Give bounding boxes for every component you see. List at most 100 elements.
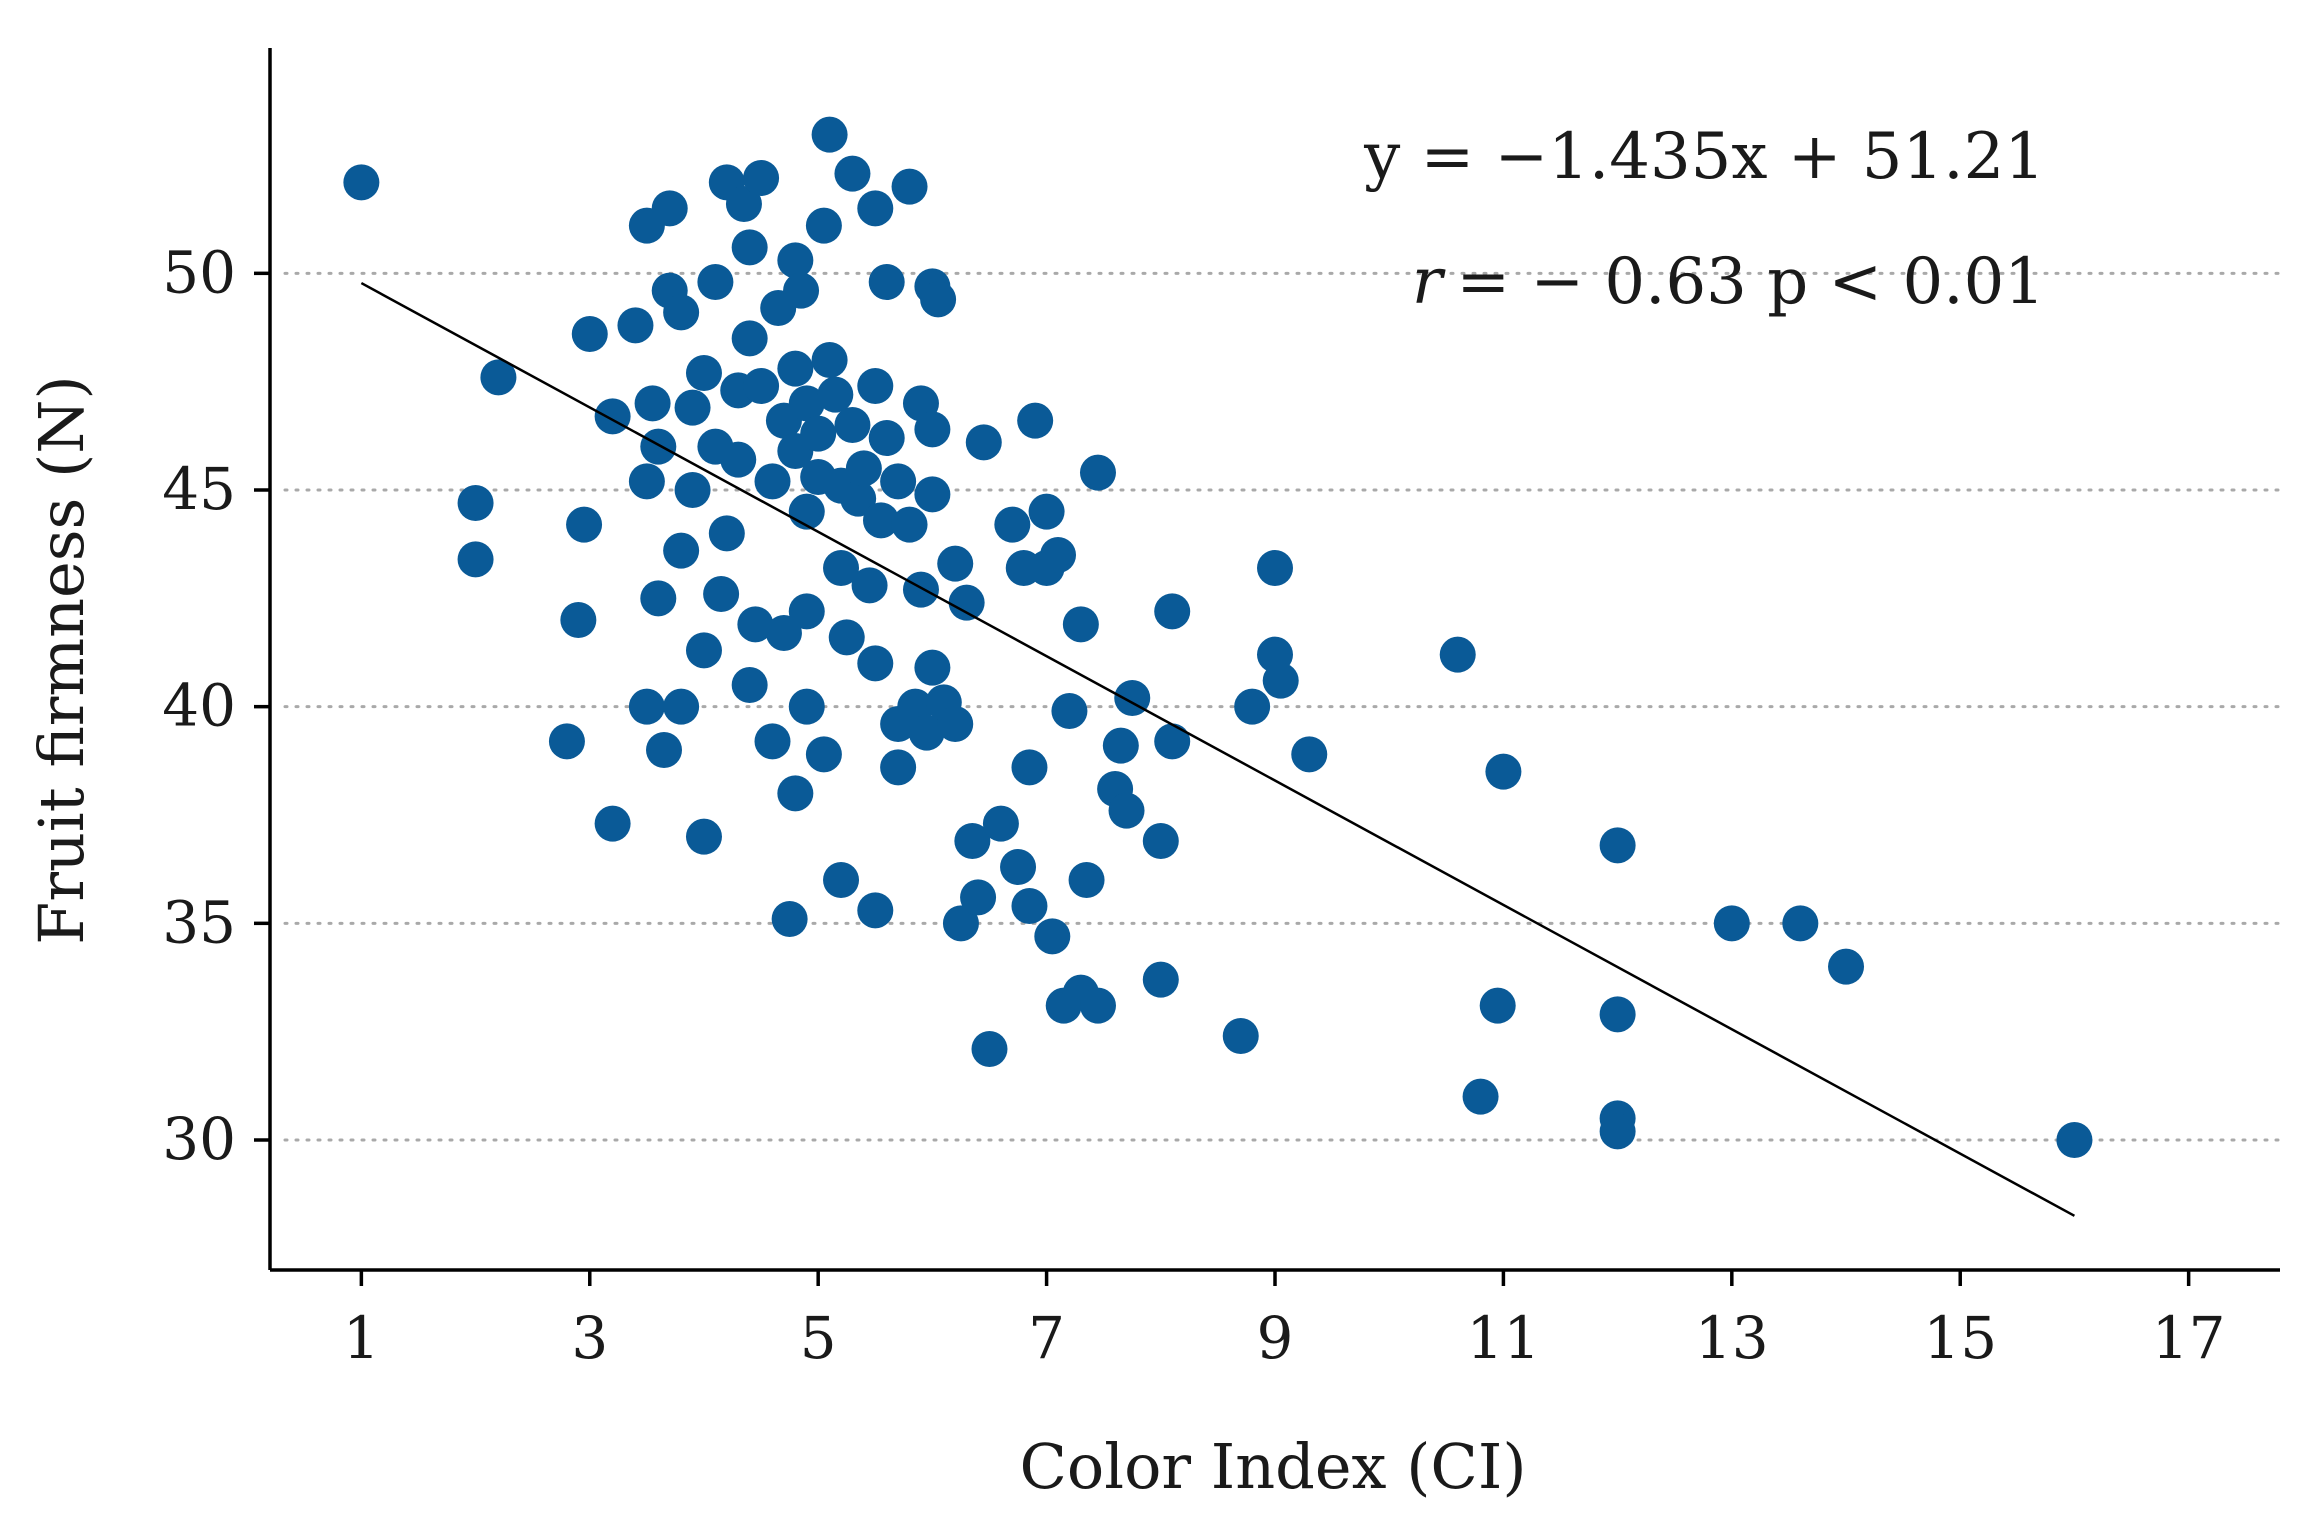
data-point-135 bbox=[1439, 636, 1476, 673]
data-point-82 bbox=[880, 749, 917, 786]
data-point-73 bbox=[857, 190, 894, 227]
data-point-0 bbox=[343, 164, 380, 201]
data-point-49 bbox=[777, 350, 814, 387]
x-tick-label-9: 9 bbox=[1257, 1304, 1294, 1372]
y-tick-label-45: 45 bbox=[162, 455, 236, 523]
data-point-26 bbox=[685, 632, 722, 669]
data-point-116 bbox=[1062, 606, 1099, 643]
data-point-14 bbox=[634, 385, 671, 422]
data-point-12 bbox=[628, 688, 665, 725]
x-tick-label-1: 1 bbox=[343, 1304, 380, 1372]
gridlines bbox=[283, 271, 2282, 1142]
trendline-group bbox=[360, 281, 2076, 1217]
data-point-96 bbox=[937, 706, 974, 742]
data-point-55 bbox=[788, 593, 825, 630]
data-point-99 bbox=[954, 823, 991, 859]
data-point-109 bbox=[1017, 402, 1054, 439]
data-point-5 bbox=[560, 602, 597, 638]
data-point-97 bbox=[942, 905, 979, 942]
x-tick-label-3: 3 bbox=[571, 1304, 608, 1372]
x-tick-label-15: 15 bbox=[1923, 1304, 1997, 1372]
data-point-70 bbox=[840, 480, 877, 517]
data-point-34 bbox=[720, 441, 757, 478]
data-point-123 bbox=[1108, 792, 1145, 829]
data-point-142 bbox=[1599, 1113, 1636, 1150]
data-point-60 bbox=[805, 736, 842, 773]
y-tick-label-35: 35 bbox=[162, 888, 236, 956]
data-point-122 bbox=[1102, 727, 1139, 764]
x-tick-label-13: 13 bbox=[1695, 1304, 1769, 1372]
data-point-144 bbox=[1782, 905, 1819, 942]
data-point-140 bbox=[1599, 996, 1636, 1033]
data-point-120 bbox=[1079, 987, 1116, 1024]
data-point-92 bbox=[914, 649, 951, 686]
data-point-128 bbox=[1154, 723, 1191, 760]
data-point-68 bbox=[834, 155, 871, 192]
data-point-119 bbox=[1079, 454, 1116, 491]
data-point-134 bbox=[1291, 736, 1328, 773]
data-point-143 bbox=[1713, 905, 1750, 942]
data-point-17 bbox=[646, 732, 683, 768]
data-point-90 bbox=[914, 411, 951, 448]
data-point-31 bbox=[708, 515, 745, 552]
data-point-38 bbox=[731, 667, 768, 703]
data-points bbox=[343, 116, 2093, 1158]
data-point-72 bbox=[851, 567, 888, 604]
data-point-35 bbox=[725, 186, 762, 222]
data-point-71 bbox=[845, 450, 882, 487]
data-point-118 bbox=[1068, 862, 1105, 898]
data-point-37 bbox=[731, 320, 768, 357]
data-point-146 bbox=[2056, 1122, 2093, 1158]
data-point-91 bbox=[914, 476, 951, 513]
data-point-21 bbox=[663, 532, 700, 569]
data-point-127 bbox=[1154, 593, 1191, 630]
data-point-30 bbox=[703, 576, 740, 612]
data-point-53 bbox=[788, 385, 825, 422]
r-symbol: r bbox=[1412, 245, 1446, 319]
data-point-43 bbox=[754, 723, 791, 760]
data-point-80 bbox=[880, 463, 917, 500]
data-point-36 bbox=[731, 229, 768, 266]
data-point-10 bbox=[617, 307, 654, 344]
x-tick-label-5: 5 bbox=[800, 1304, 837, 1372]
data-point-136 bbox=[1462, 1078, 1499, 1115]
data-point-110 bbox=[1028, 493, 1065, 530]
data-point-13 bbox=[628, 463, 665, 500]
data-point-113 bbox=[1040, 537, 1077, 573]
data-point-103 bbox=[982, 805, 1019, 842]
data-point-56 bbox=[788, 688, 825, 725]
x-axis-title: Color Index (CI) bbox=[1019, 1430, 1526, 1503]
data-point-46 bbox=[765, 615, 802, 651]
data-point-62 bbox=[811, 342, 848, 378]
data-point-139 bbox=[1599, 827, 1636, 864]
data-point-74 bbox=[857, 368, 894, 404]
y-axis-title: Fruit firmness (N) bbox=[25, 375, 98, 944]
data-point-76 bbox=[857, 892, 894, 929]
data-point-100 bbox=[960, 879, 997, 916]
data-point-129 bbox=[1222, 1018, 1259, 1054]
data-point-6 bbox=[566, 506, 603, 543]
data-point-115 bbox=[1051, 693, 1088, 729]
data-point-131 bbox=[1257, 550, 1293, 586]
x-tick-label-17: 17 bbox=[2152, 1304, 2226, 1372]
data-point-130 bbox=[1234, 688, 1271, 725]
data-point-47 bbox=[771, 901, 808, 937]
data-point-112 bbox=[1034, 918, 1071, 955]
data-point-107 bbox=[1011, 749, 1048, 786]
data-point-93 bbox=[920, 281, 957, 318]
data-point-24 bbox=[674, 472, 711, 508]
data-point-39 bbox=[737, 606, 774, 643]
data-point-84 bbox=[891, 506, 928, 543]
data-point-48 bbox=[777, 242, 814, 279]
data-point-23 bbox=[674, 389, 711, 426]
data-point-7 bbox=[571, 316, 608, 352]
x-tick-label-7: 7 bbox=[1028, 1304, 1065, 1372]
data-point-25 bbox=[685, 355, 722, 391]
y-tick-label-30: 30 bbox=[162, 1105, 236, 1173]
data-point-61 bbox=[811, 116, 848, 153]
data-point-137 bbox=[1479, 987, 1516, 1024]
data-point-16 bbox=[640, 580, 677, 617]
data-point-98 bbox=[948, 584, 985, 621]
data-point-9 bbox=[594, 398, 631, 435]
